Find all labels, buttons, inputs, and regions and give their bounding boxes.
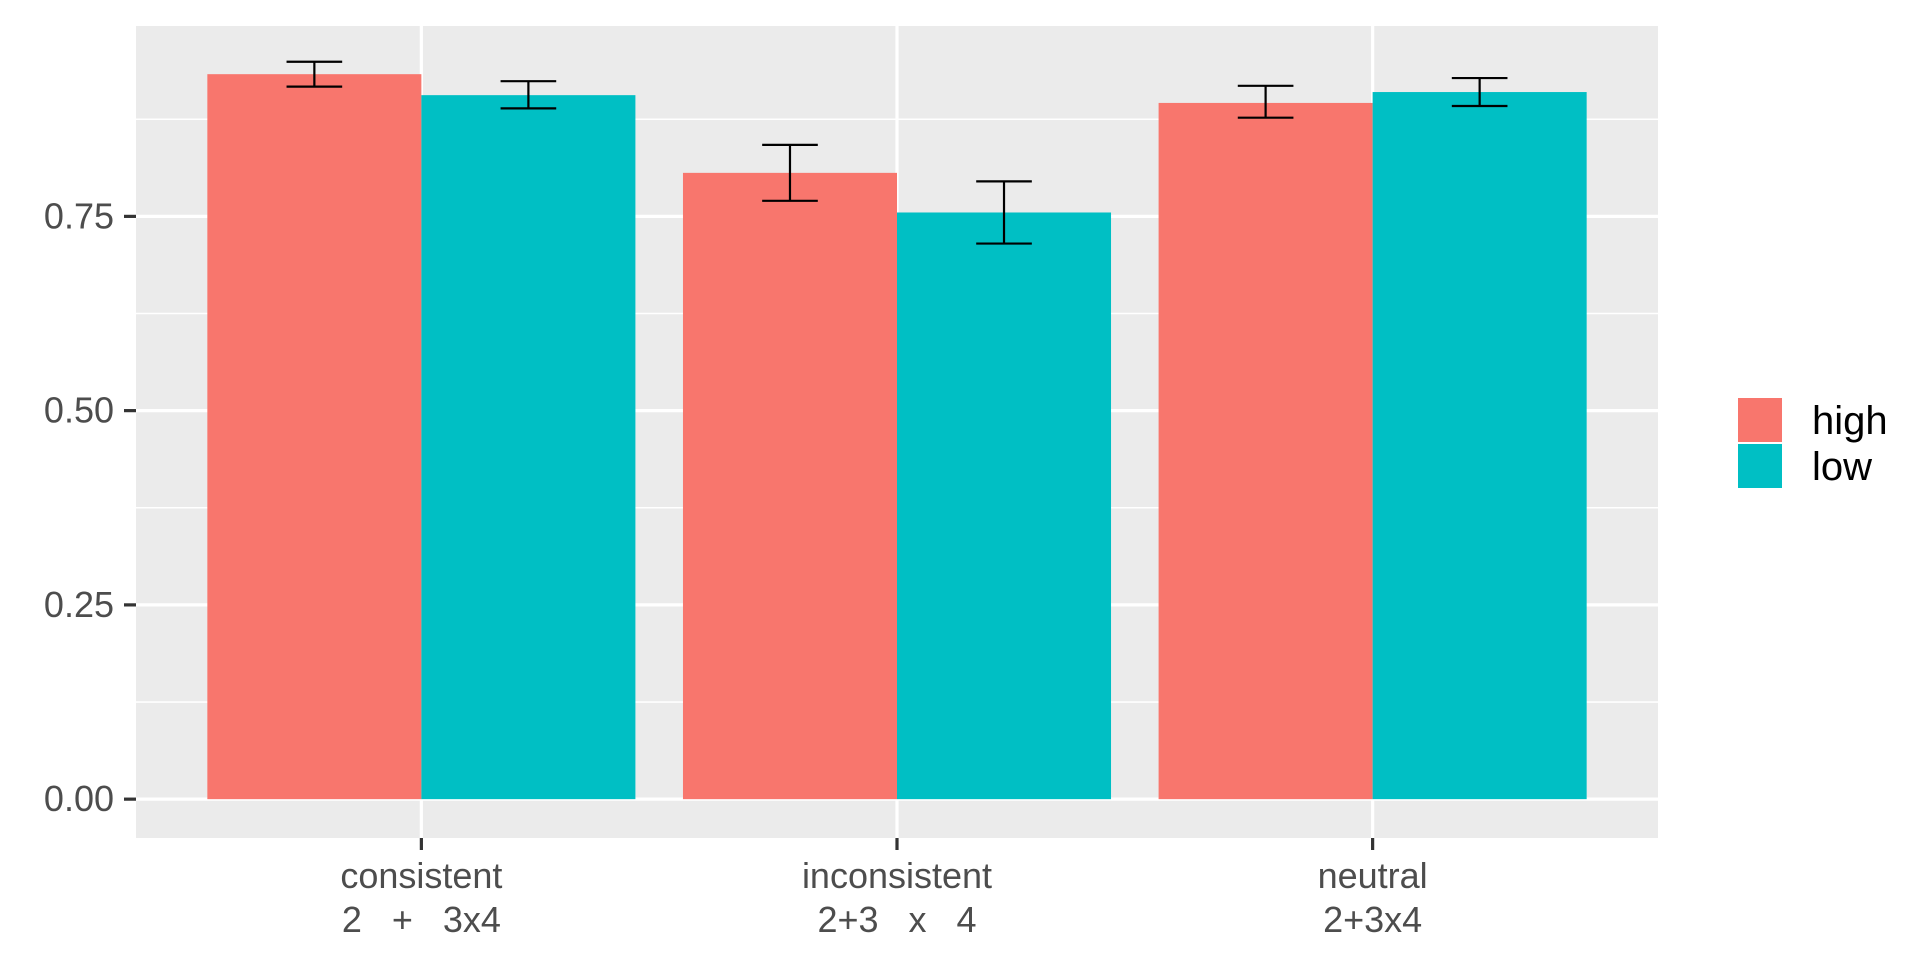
bar-high-1	[682, 172, 897, 800]
x-tick-label-line: 2+3x4	[1323, 899, 1422, 940]
error-bars	[286, 60, 1508, 245]
x-tick-label-line: 2+3 x 4	[817, 899, 976, 940]
x-tick-label-line: 2 + 3x4	[342, 899, 501, 940]
legend-label-low: low	[1812, 445, 1872, 489]
x-tick-label-line: consistent	[340, 855, 502, 896]
x-tick-label: inconsistent 2+3 x 4	[802, 855, 992, 940]
y-axis: 0.00 0.25 0.50 0.75	[44, 195, 136, 819]
y-tick-label: 0.25	[44, 584, 114, 625]
x-axis: consistent 2 + 3x4 inconsistent 2+3 x 4 neut…	[340, 838, 1428, 940]
bar-high-2	[1158, 102, 1373, 800]
legend-key-high	[1738, 398, 1782, 442]
bar-low-0	[421, 95, 636, 800]
x-tick-label-line: neutral	[1318, 855, 1428, 896]
bars	[207, 74, 1587, 800]
x-tick-label: neutral 2+3x4	[1318, 855, 1428, 940]
bar-low-1	[897, 212, 1112, 800]
legend-label-high: high	[1812, 399, 1888, 443]
x-tick-label: consistent 2 + 3x4	[340, 855, 502, 940]
x-tick-label-line: inconsistent	[802, 855, 992, 896]
y-tick-label: 0.50	[44, 390, 114, 431]
legend-key-low	[1738, 444, 1782, 488]
y-tick-label: 0.75	[44, 195, 114, 236]
y-tick-label: 0.00	[44, 778, 114, 819]
bar-high-0	[207, 74, 422, 800]
bar-low-2	[1372, 92, 1587, 800]
